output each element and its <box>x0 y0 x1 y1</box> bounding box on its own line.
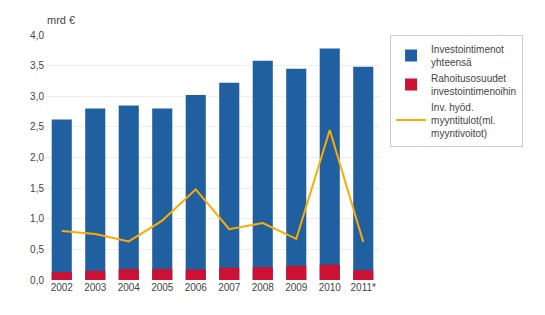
svg-text:2011*: 2011* <box>351 282 377 293</box>
svg-text:Investointimenotyhteensä: Investointimenotyhteensä <box>431 44 504 68</box>
svg-text:3,0: 3,0 <box>30 91 44 102</box>
svg-text:2,5: 2,5 <box>30 121 44 132</box>
svg-text:Inv. hyöd.myyntitulot(ml.myynt: Inv. hyöd.myyntitulot(ml.myyntivoitot) <box>431 102 495 139</box>
svg-text:2010: 2010 <box>319 282 342 293</box>
svg-text:4,0: 4,0 <box>30 30 44 41</box>
svg-text:2008: 2008 <box>252 282 275 293</box>
svg-text:2005: 2005 <box>151 282 174 293</box>
svg-text:2006: 2006 <box>185 282 208 293</box>
svg-text:2004: 2004 <box>118 282 141 293</box>
svg-text:1,0: 1,0 <box>30 213 44 224</box>
svg-text:Rahoitusosuudetinvestointimeno: Rahoitusosuudetinvestointimenoihin <box>431 73 516 97</box>
svg-text:2,0: 2,0 <box>30 152 44 163</box>
svg-text:1,5: 1,5 <box>30 183 44 194</box>
svg-text:2007: 2007 <box>218 282 241 293</box>
svg-text:2009: 2009 <box>285 282 308 293</box>
svg-text:0,0: 0,0 <box>30 275 44 286</box>
svg-text:3,5: 3,5 <box>30 60 44 71</box>
svg-text:mrd €: mrd € <box>47 14 75 26</box>
svg-text:0,5: 0,5 <box>30 244 44 255</box>
svg-text:2003: 2003 <box>84 282 107 293</box>
svg-text:2002: 2002 <box>51 282 74 293</box>
